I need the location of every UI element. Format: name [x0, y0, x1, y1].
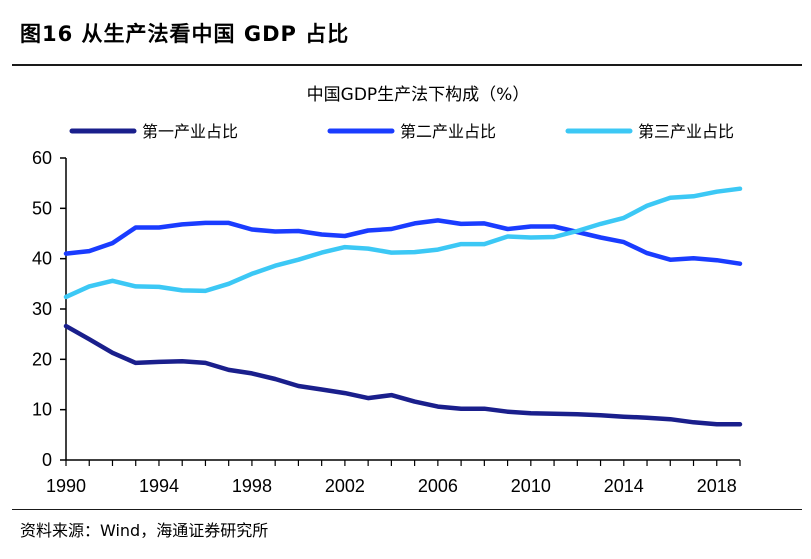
x-tick-label: 2014	[604, 476, 644, 496]
x-tick-label: 2006	[418, 476, 458, 496]
series-line-2	[63, 218, 743, 266]
source-note: 资料来源：Wind，海通证券研究所	[20, 521, 269, 540]
y-tick-label: 10	[32, 400, 52, 420]
series-line-3	[63, 186, 743, 300]
y-tick-label: 20	[32, 349, 52, 369]
y-tick-label: 50	[32, 198, 52, 218]
x-tick-label: 1998	[232, 476, 272, 496]
title-rule	[12, 64, 802, 66]
legend-label-2: 第二产业占比	[400, 122, 496, 141]
y-tick-label: 0	[42, 450, 52, 470]
series-line-1	[63, 323, 743, 427]
legend-label-1: 第一产业占比	[142, 122, 238, 141]
x-tick-label: 2010	[511, 476, 551, 496]
source-rule	[12, 509, 802, 510]
x-tick-label: 1990	[46, 476, 86, 496]
figure-title: 图16 从生产法看中国 GDP 占比	[20, 22, 350, 46]
x-tick-label: 1994	[139, 476, 179, 496]
x-tick-label: 2018	[697, 476, 737, 496]
legend: 第一产业占比 第二产业占比 第三产业占比	[69, 122, 734, 141]
series-group	[63, 186, 743, 427]
line-chart: 中国GDP生产法下构成（%） 第一产业占比 第二产业占比 第三产业占比 0 10 20 3…	[32, 85, 743, 496]
chart-title: 中国GDP生产法下构成（%）	[307, 85, 530, 105]
y-tick-label: 30	[32, 299, 52, 319]
axes: 0 10 20 30 40 50 60 1990 1994 1998 2002 2006 2010 201…	[32, 148, 741, 496]
y-tick-label: 60	[32, 148, 52, 168]
y-tick-label: 40	[32, 249, 52, 269]
legend-label-3: 第三产业占比	[638, 122, 734, 141]
x-tick-label: 2002	[325, 476, 365, 496]
